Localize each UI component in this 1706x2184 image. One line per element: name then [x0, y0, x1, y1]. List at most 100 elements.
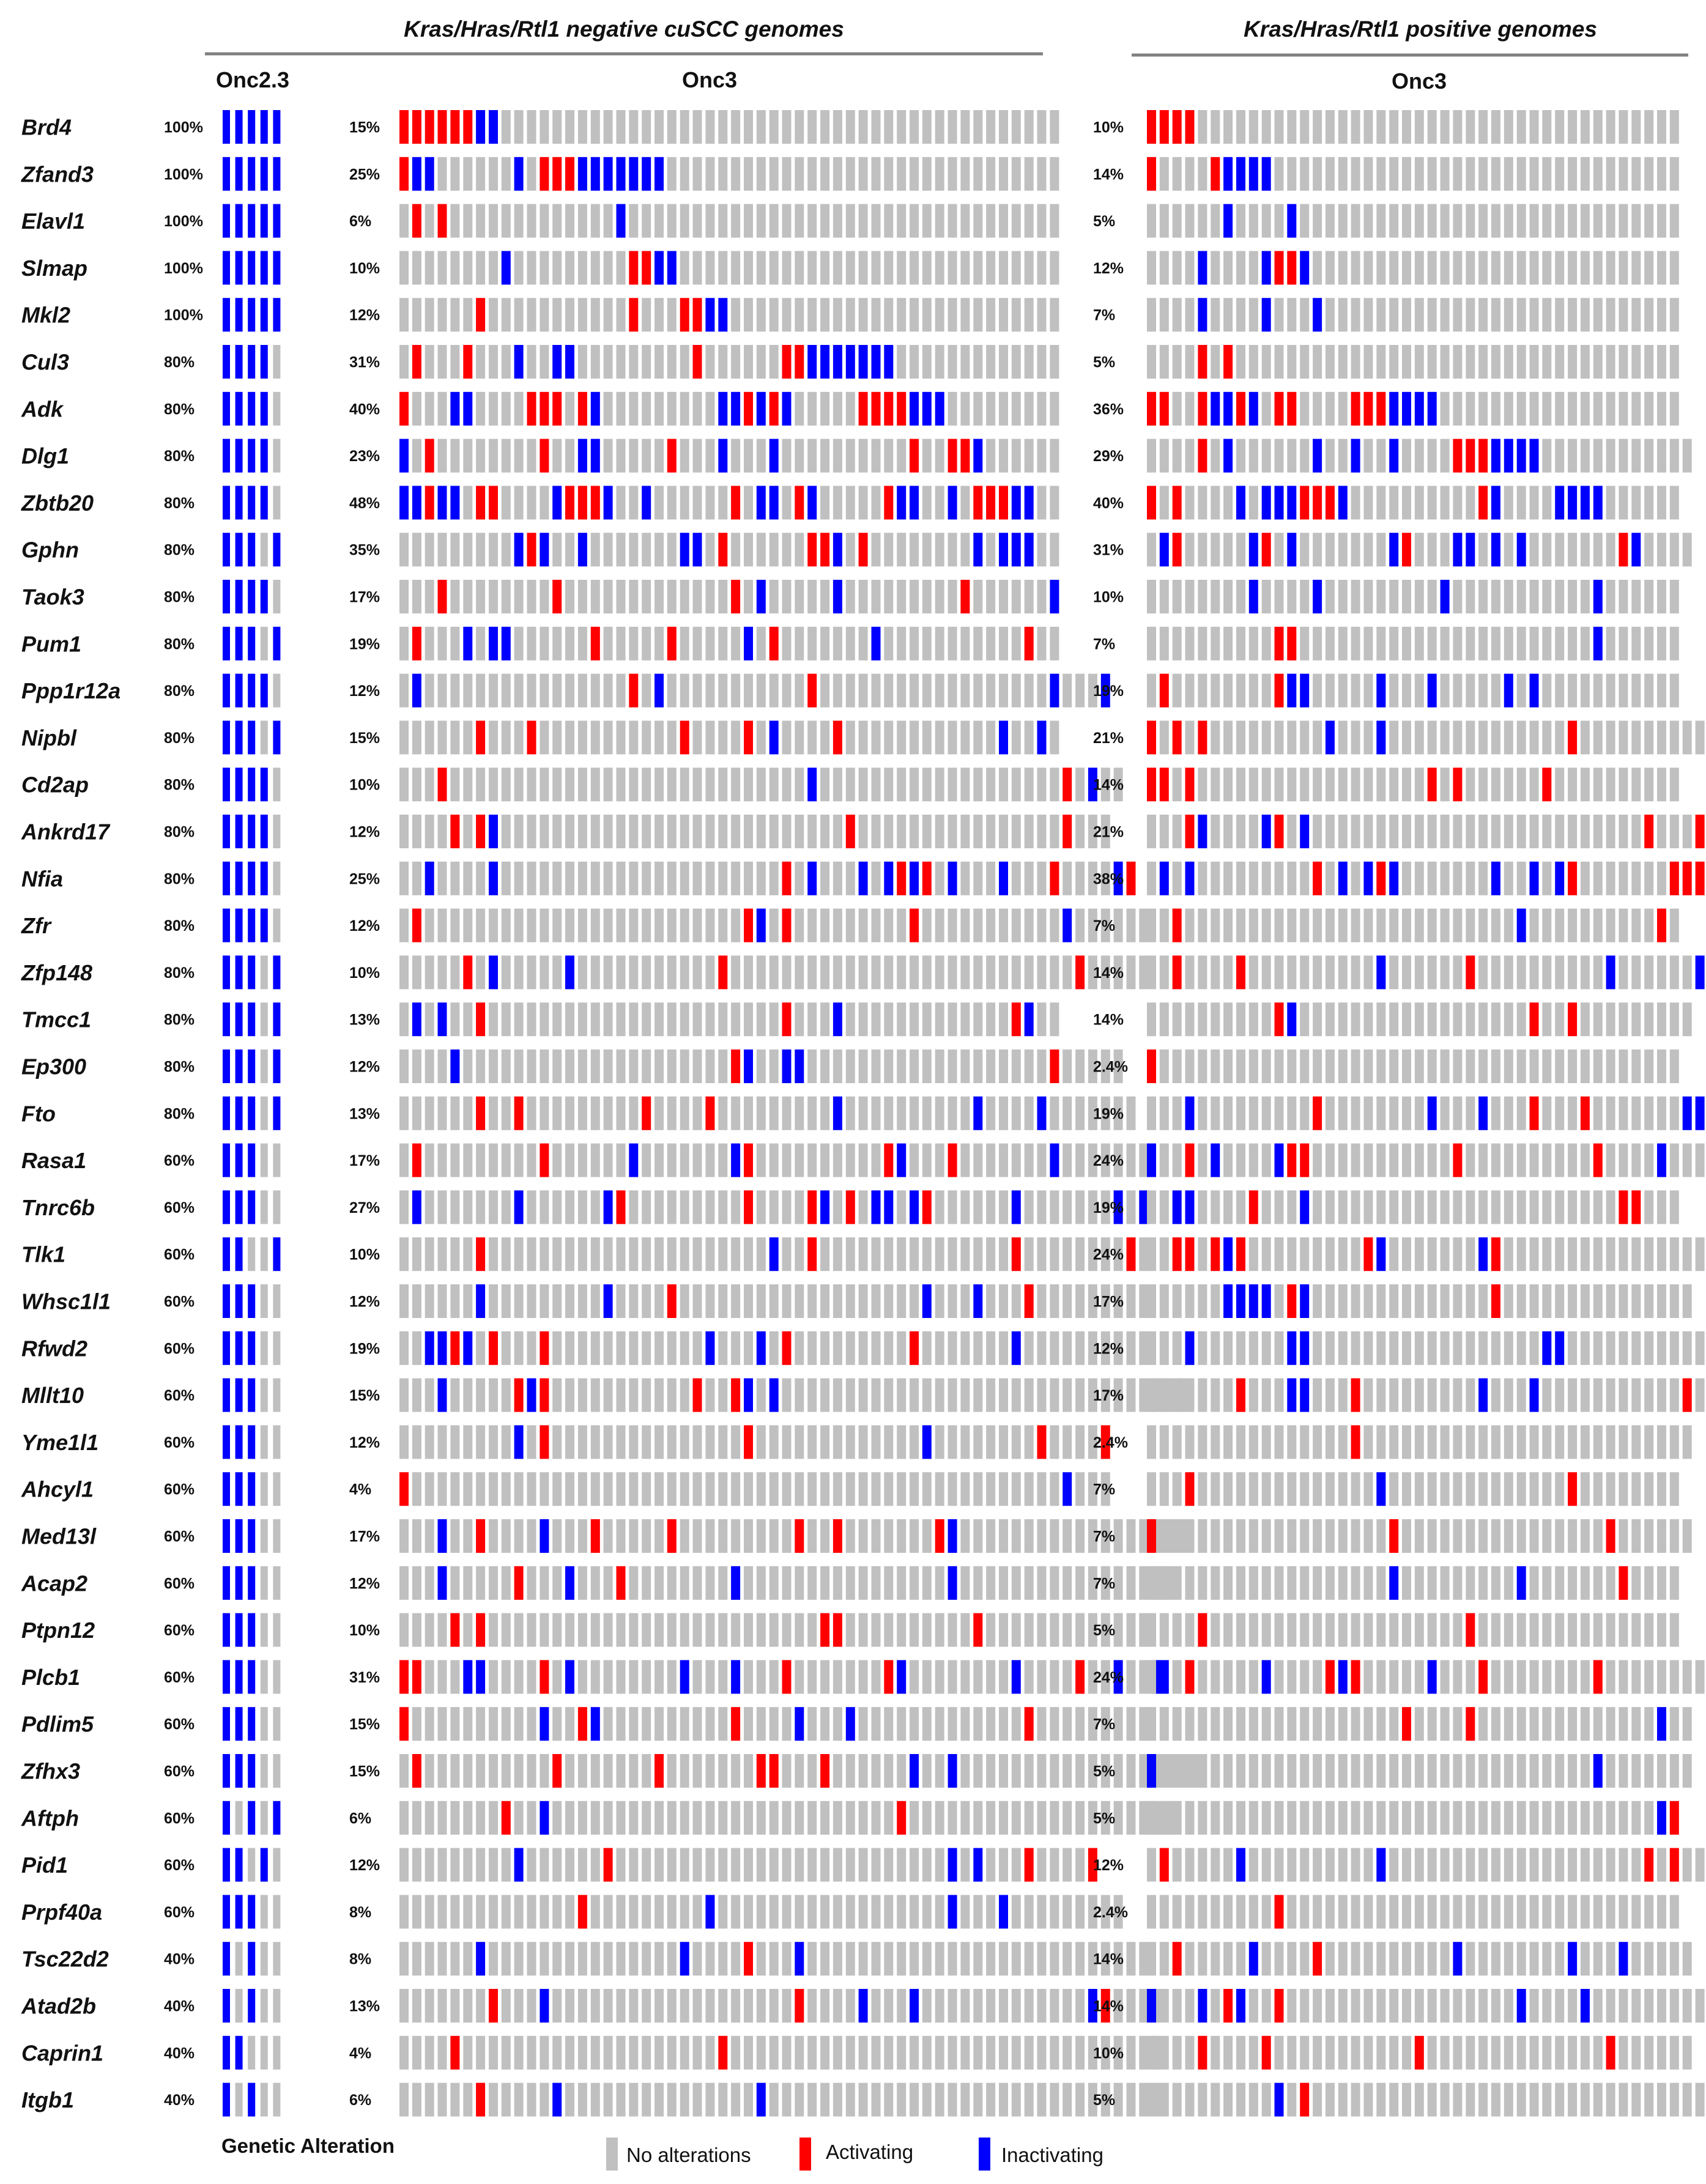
sample-bar-none: [1453, 955, 1463, 990]
sample-bar-none: [858, 1237, 868, 1272]
sample-bar-none: [1300, 533, 1310, 567]
sample-bar-none: [399, 1096, 409, 1130]
sample-bar-none: [501, 1519, 511, 1553]
sample-bar-none: [437, 1284, 447, 1318]
sample-bar-none: [527, 1848, 536, 1882]
sample-bar-none: [1011, 2082, 1021, 2117]
sample-bar-none: [1300, 204, 1310, 238]
sample-bar-none: [769, 1096, 779, 1130]
sample-bar-none: [1024, 1049, 1034, 1083]
sample-bar-none: [1159, 1613, 1169, 1647]
sample-bar-none: [1159, 345, 1169, 379]
sample-bar-none: [807, 1143, 817, 1177]
sample-bar-none: [1063, 1801, 1072, 1835]
sample-bar-none: [935, 1989, 944, 2023]
sample-bar-none: [642, 1284, 651, 1318]
gene-row-brd4: Brd4 100% 15% 10%: [21, 110, 1679, 144]
sample-bar-none: [590, 533, 600, 567]
sample-bar-none: [1075, 1472, 1085, 1506]
sample-bar-none: [1147, 345, 1156, 379]
sample-bar-none: [1248, 1378, 1258, 1412]
sample-bar-none: [680, 955, 689, 990]
sample-bar-none: [731, 2035, 741, 2070]
sample-bar-none: [871, 1989, 881, 2023]
sample-bar-inactivating: [223, 861, 230, 895]
sample-bar-none: [769, 1660, 779, 1694]
sample-bar-none: [1185, 1848, 1195, 1882]
sample-bar-none: [1568, 1519, 1578, 1553]
sample-bar-none: [1593, 1613, 1603, 1647]
sample-bar-none: [705, 1707, 715, 1741]
sample-bar-none: [1695, 720, 1705, 755]
sample-bar-none: [795, 580, 804, 613]
sample-bar-none: [552, 908, 562, 942]
sample-bar-none: [922, 1660, 932, 1694]
sample-bar-none: [1050, 439, 1059, 473]
sample-bar-activating: [1236, 1378, 1245, 1412]
sample-bar-none: [833, 298, 842, 332]
sample-bar-activating: [845, 815, 855, 848]
sample-bar-none: [1147, 1425, 1156, 1459]
sample-bar-none: [1159, 439, 1169, 473]
sample-bar-none: [1542, 1707, 1552, 1741]
sample-bar-none: [1325, 1566, 1335, 1600]
sample-bar-none: [731, 908, 741, 942]
sample-bar-activating: [1011, 1002, 1021, 1037]
sample-bar-none: [616, 1331, 626, 1365]
percent-label-c: 7%: [1093, 307, 1115, 324]
sample-bar-none: [705, 673, 715, 708]
sample-bar-none: [527, 2035, 536, 2070]
sample-bar-none: [476, 1754, 486, 1788]
sample-bar-inactivating: [948, 1848, 957, 1882]
sample-bar-none: [1063, 1190, 1072, 1224]
sample-bar-none: [858, 1331, 868, 1365]
sample-bar-none: [1011, 1895, 1021, 1929]
sample-bar-none: [1113, 1331, 1123, 1365]
sample-bar-inactivating: [437, 1566, 447, 1600]
sample-bar-none: [858, 439, 868, 473]
sample-bar-none: [1542, 1143, 1552, 1177]
sample-bar-none: [744, 345, 753, 379]
sample-bar-none: [603, 861, 613, 895]
sample-bar-none: [820, 1049, 830, 1083]
sample-bar-inactivating: [223, 626, 230, 661]
sample-bar-none: [999, 1096, 1008, 1130]
percent-label-c: 21%: [1093, 730, 1124, 747]
sample-bar-none: [1338, 955, 1348, 990]
sample-bar-none: [999, 1331, 1008, 1365]
percent-label-c: 19%: [1093, 1199, 1124, 1216]
sample-bar-none: [1338, 157, 1348, 191]
sample-bar-none: [871, 1378, 881, 1412]
sample-bar-none: [1491, 2082, 1500, 2117]
sample-bar-none: [667, 955, 677, 990]
sample-bar-none: [871, 1049, 881, 1083]
sample-bar-none: [1606, 1143, 1615, 1177]
sample-bar-activating: [1529, 1096, 1539, 1130]
sample-bar-none: [1427, 1754, 1437, 1788]
sample-bar-none: [1351, 908, 1360, 942]
sample-bar-none: [973, 1378, 983, 1412]
sample-bar-none: [1338, 1613, 1348, 1647]
sample-bar-none: [1147, 1895, 1156, 1929]
sample-bar-none: [1313, 673, 1322, 708]
sample-bar-none: [1024, 251, 1034, 285]
sample-bar-inactivating: [1300, 1331, 1310, 1365]
sample-bar-none: [1050, 1237, 1059, 1272]
sample-bar-none: [1223, 1002, 1233, 1037]
sample-bar-inactivating: [590, 439, 600, 473]
sample-bar-none: [1516, 110, 1526, 144]
sample-bar-none: [1389, 908, 1399, 942]
sample-bar-none: [1542, 1472, 1552, 1506]
sample-bar-activating: [884, 391, 894, 426]
percent-label-c: 7%: [1093, 635, 1115, 653]
sample-bar-none: [1542, 626, 1552, 661]
sample-bar-none: [540, 1472, 549, 1506]
sample-bar-none: [1363, 1660, 1373, 1694]
sample-bar-activating: [1478, 486, 1488, 520]
sample-bar-none: [273, 815, 281, 848]
sample-bar-none: [1427, 533, 1437, 567]
sample-bar-none: [1100, 1237, 1110, 1272]
sample-bar-none: [273, 391, 281, 426]
sample-bar-none: [1100, 1660, 1110, 1694]
sample-bar-none: [399, 251, 409, 285]
